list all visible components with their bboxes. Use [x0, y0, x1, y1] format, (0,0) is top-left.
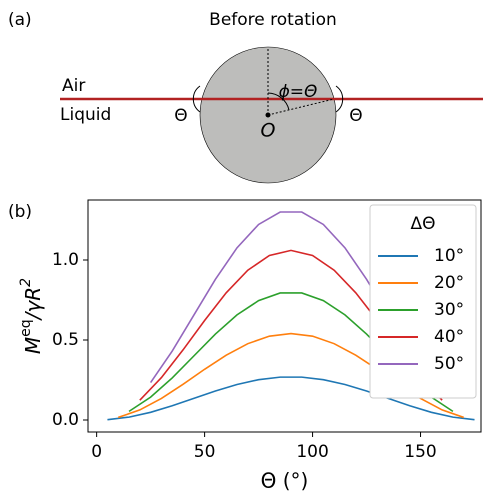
y-axis-label-part: 2 — [18, 278, 34, 287]
y-axis-label-part: eq — [18, 319, 34, 337]
angle-label: Θ — [349, 106, 362, 126]
legend-label: 10° — [434, 246, 464, 266]
y-tick-label: 0.5 — [52, 330, 79, 350]
panel-label: (b) — [8, 202, 32, 222]
center-dot — [265, 112, 271, 118]
x-tick-label: 0 — [91, 442, 102, 462]
panel-label: (a) — [8, 10, 32, 30]
contact-radius — [267, 98, 335, 116]
phi-arc — [267, 92, 290, 111]
y-tick-label: 0.0 — [52, 410, 79, 430]
legend-title: ΔΘ — [410, 214, 435, 234]
series-line — [107, 376, 475, 421]
x-tick-label: 150 — [404, 442, 436, 462]
y-axis-label-part: /γR — [21, 287, 45, 321]
diagram-title: Before rotation — [209, 10, 337, 30]
air-label: Air — [62, 76, 85, 96]
legend-box — [369, 204, 477, 399]
phi-label: ϕ=Θ — [279, 82, 318, 102]
y-axis-label-part: M — [21, 337, 45, 354]
x-tick-label: 50 — [194, 442, 216, 462]
y-tick-label: 1.0 — [52, 250, 79, 270]
liquid-label: Liquid — [60, 105, 111, 125]
y-axis-label: Meq/γR2 — [18, 278, 45, 354]
legend-label: 40° — [434, 327, 464, 347]
angle-label: Θ — [174, 106, 187, 126]
legend-label: 30° — [434, 300, 464, 320]
x-axis-label: Θ (°) — [261, 469, 309, 493]
diagram: (a) Before rotation Air Liquid Θ Θ ϕ=Θ O — [8, 10, 483, 184]
legend-label: 20° — [434, 273, 464, 293]
x-tick-label: 100 — [296, 442, 328, 462]
legend-label: 50° — [434, 354, 464, 374]
origin-label: O — [261, 120, 276, 142]
axes-frame — [87, 199, 482, 433]
left-arc — [192, 85, 201, 113]
chart: 0 50 100 150 0.0 0.5 1.0 Θ (°) Meq/γR2 ΔΘ 10° 20° 30… — [18, 199, 482, 493]
right-arc — [335, 85, 344, 113]
